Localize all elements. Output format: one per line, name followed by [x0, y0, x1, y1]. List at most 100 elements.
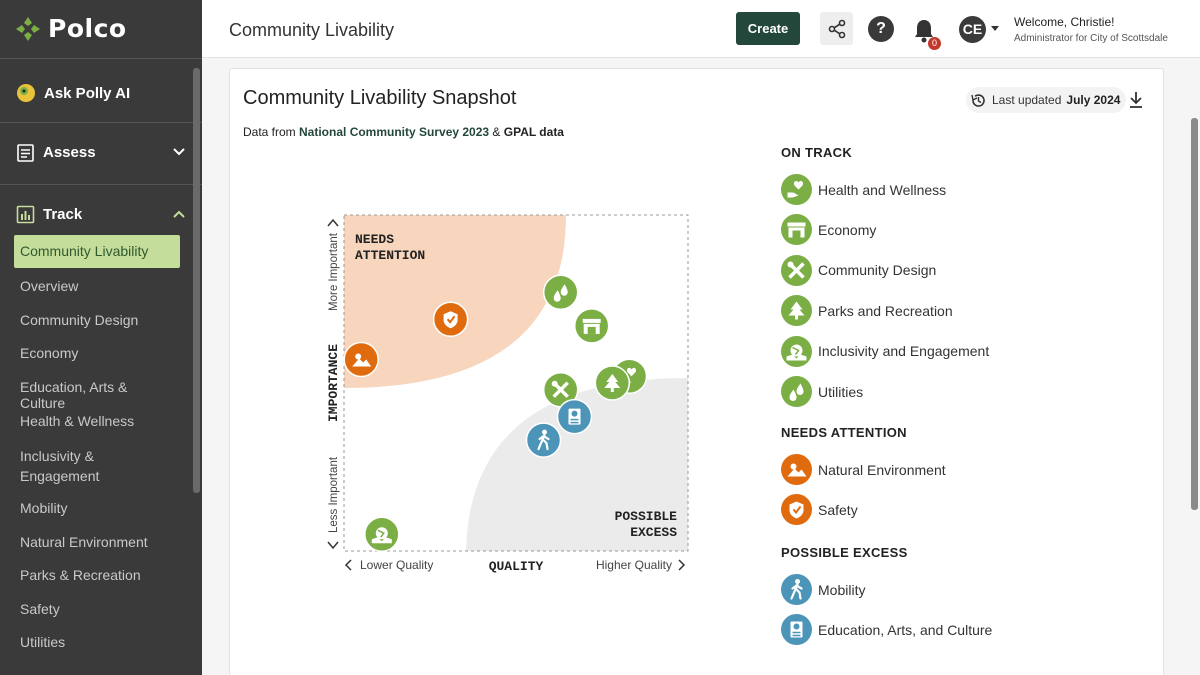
share-button[interactable]: [820, 12, 853, 45]
heart-hand-icon: [787, 181, 804, 198]
legend-item-mobility[interactable]: Mobility: [781, 574, 865, 605]
chevron-up-icon: [173, 210, 185, 218]
source-amp: &: [489, 125, 504, 139]
needs-attention-label-2: ATTENTION: [355, 248, 425, 263]
history-icon: [971, 93, 985, 107]
sidebar-ask-label: Ask Polly AI: [44, 84, 131, 102]
point-mobility[interactable]: [525, 422, 562, 458]
bar-chart-icon: [16, 205, 35, 224]
quadrant-chart: NEEDS ATTENTION POSSIBLE EXCESS IMPORTAN…: [326, 214, 689, 574]
sidebar-divider: [0, 58, 202, 59]
point-safety[interactable]: [432, 301, 469, 337]
legend-label: Economy: [818, 221, 877, 238]
legend-label: Parks and Recreation: [818, 302, 953, 319]
sidebar-scrollbar[interactable]: [193, 68, 200, 493]
point-parks-and-recreation[interactable]: [594, 365, 631, 401]
walker-icon: [790, 579, 803, 600]
legend-item-utilities[interactable]: Utilities: [781, 376, 863, 407]
sidebar-item-economy[interactable]: Economy: [20, 345, 79, 361]
chevron-down-icon: [173, 148, 185, 156]
legend-item-health-and-wellness[interactable]: Health and Wellness: [781, 174, 946, 205]
point-education-arts-and-culture[interactable]: [556, 398, 593, 435]
user-role: Administrator for City of Scottsdale: [1014, 33, 1168, 44]
chevron-up-icon: [327, 218, 339, 227]
points-layer: [343, 274, 648, 552]
sidebar-item-inclusivity[interactable]: Inclusivity & Engagement: [20, 448, 100, 484]
updated-date: July 2024: [1066, 93, 1121, 107]
sidebar-item-education[interactable]: Education, Arts & Culture: [20, 379, 128, 411]
polco-logo[interactable]: Polco: [14, 14, 127, 43]
sidebar-item-health[interactable]: Health & Wellness: [20, 413, 135, 429]
chevron-down-icon: [327, 541, 339, 550]
tools-icon: [787, 261, 805, 279]
main-scrollbar[interactable]: [1191, 118, 1198, 510]
chevron-right-icon: [678, 559, 686, 571]
welcome-text: Welcome, Christie!: [1014, 15, 1115, 29]
source-ncs-link[interactable]: National Community Survey 2023: [299, 125, 490, 139]
page-title: Community Livability: [229, 20, 395, 40]
sidebar-divider: [0, 122, 202, 123]
sidebar-item-community-livability[interactable]: Community Livability: [14, 235, 180, 268]
legend-icon-bg: [781, 254, 812, 286]
create-button[interactable]: Create: [736, 12, 800, 45]
legend-item-education-arts-and-culture[interactable]: Education, Arts, and Culture: [781, 614, 992, 645]
source-prefix: Data from: [243, 125, 300, 139]
sidebar-ask-polly[interactable]: Ask Polly AI: [16, 83, 186, 103]
download-icon[interactable]: [1128, 91, 1144, 109]
sidebar-track-label: Track: [43, 206, 83, 223]
storefront-icon: [787, 222, 806, 238]
legend-icon-bg: [781, 295, 812, 327]
plot-frame: [343, 214, 689, 552]
legend-item-community-design[interactable]: Community Design: [781, 254, 937, 286]
legend-label: Mobility: [818, 581, 866, 598]
tools-icon: [551, 380, 569, 398]
legend-item-economy[interactable]: Economy: [781, 214, 877, 246]
legend-label: Community Design: [818, 262, 937, 279]
x-axis-label: QUALITY: [489, 559, 544, 574]
card-title: Community Livability Snapshot: [243, 87, 517, 109]
bell-icon[interactable]: [913, 18, 935, 44]
avatar[interactable]: CE: [959, 16, 986, 43]
legend-item-parks-and-recreation[interactable]: Parks and Recreation: [781, 295, 953, 327]
sun-mountain-icon: [352, 353, 372, 367]
legend-item-natural-environment[interactable]: Natural Environment: [781, 454, 946, 485]
tree-icon: [604, 374, 621, 392]
point-utilities[interactable]: [542, 274, 579, 311]
legend-item-inclusivity-and-engagement[interactable]: Inclusivity and Engagement: [781, 335, 990, 367]
legend-item-safety[interactable]: Safety: [781, 494, 858, 525]
drops-icon: [789, 383, 804, 401]
legend-label: Inclusivity and Engagement: [818, 343, 990, 360]
sidebar-assess[interactable]: Assess: [16, 143, 186, 162]
point-economy[interactable]: [573, 308, 610, 344]
sidebar-item-safety[interactable]: Safety: [20, 601, 60, 617]
top-header: Community Livability Create ? 0 CE Welco…: [202, 0, 1200, 58]
possible-excess-zone: [466, 378, 688, 551]
sidebar-item-community-design[interactable]: Community Design: [20, 312, 139, 328]
point-community-design[interactable]: [542, 371, 579, 408]
source-gpal: GPAL data: [503, 125, 564, 139]
sidebar-track[interactable]: Track: [16, 205, 186, 224]
parrot-icon: [17, 84, 35, 102]
help-button[interactable]: ?: [868, 16, 894, 42]
point-natural-environment[interactable]: [343, 341, 379, 378]
sidebar-divider: [0, 184, 202, 185]
legend-heading-on-track: ON TRACK: [781, 145, 853, 160]
point-inclusivity-and-engagement[interactable]: [364, 516, 400, 552]
caret-down-icon[interactable]: [991, 26, 999, 31]
notification-badge: 0: [928, 37, 941, 50]
legend-icon-bg: [781, 574, 812, 605]
shield-icon: [443, 311, 458, 329]
sidebar-item-parks[interactable]: Parks & Recreation: [20, 567, 141, 583]
sidebar-item-natural-environment[interactable]: Natural Environment: [20, 534, 148, 550]
updated-prefix: Last updated: [992, 93, 1062, 107]
drops-icon: [553, 284, 568, 302]
legend-icon-bg: [781, 214, 812, 246]
sidebar-item-utilities[interactable]: Utilities: [20, 634, 66, 650]
x-axis-left-label: Lower Quality: [360, 558, 433, 572]
sidebar-item-mobility[interactable]: Mobility: [20, 500, 68, 516]
possible-excess-label-2: EXCESS: [630, 525, 677, 540]
sidebar-assess-label: Assess: [43, 144, 96, 161]
sidebar-item-overview[interactable]: Overview: [20, 278, 79, 294]
legend-icon-bg: [781, 174, 812, 205]
polco-logo-icon: [16, 16, 40, 41]
